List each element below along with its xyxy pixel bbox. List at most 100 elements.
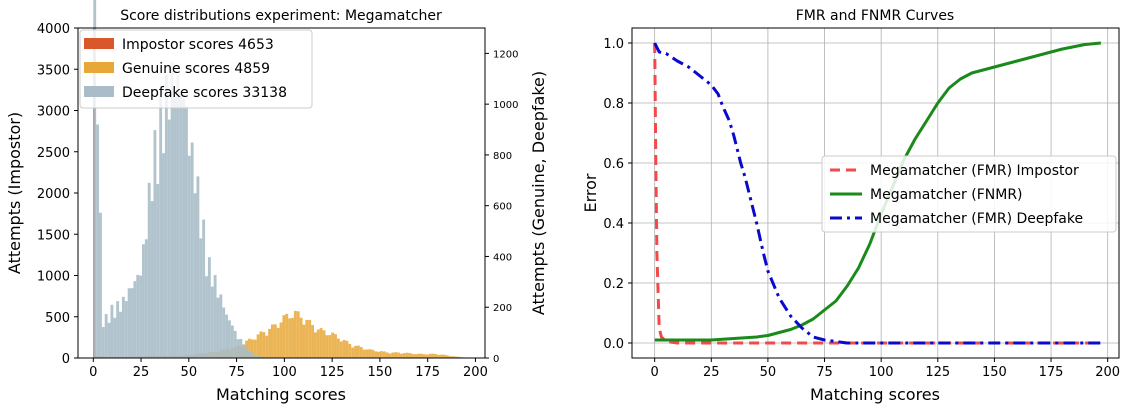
deepfake-bar [179, 91, 183, 359]
left-chart: 0 25 50 75 100 125 150 175 200050010001500200025… [5, 0, 548, 404]
right-chart-title: FMR and FNMR Curves [796, 8, 954, 24]
left-legend-box [79, 29, 313, 109]
right-legend: Megamatcher (FMR) Impostor Megamatcher (F… [821, 155, 1117, 233]
right-y-tick-label: 0.4 [603, 217, 624, 232]
genuine-bar [420, 353, 423, 358]
right-y-tick-label: 600 [493, 202, 512, 213]
deepfake-bar [136, 274, 140, 358]
genuine-bar [336, 338, 340, 358]
left-x-tick-label: 150 [367, 365, 392, 380]
deepfake-bar [233, 330, 237, 358]
right-y-tick-label: 1000 [493, 100, 518, 111]
genuine-bar [405, 352, 409, 358]
genuine-bar [285, 313, 289, 358]
genuine-bar [388, 353, 392, 358]
right-y-tick-label: 1200 [493, 49, 518, 60]
genuine-bar [417, 353, 421, 358]
right-y-tick-label: 200 [493, 303, 512, 314]
genuine-bar [379, 351, 383, 358]
genuine-bar [348, 343, 352, 358]
left-x-tick-label: 25 [133, 365, 150, 380]
right-y-tick-label: 0 [493, 354, 499, 365]
deepfake-bar [116, 301, 120, 358]
deepfake-bar [216, 297, 220, 358]
genuine-bar [259, 331, 263, 358]
genuine-bar [408, 353, 412, 358]
deepfake-bar [153, 130, 157, 358]
deepfake-bar [139, 275, 143, 358]
deepfake-bar [222, 307, 226, 358]
right-y-tick-label: 400 [493, 252, 512, 263]
right-x-tick-label: 50 [760, 365, 777, 380]
genuine-bar [250, 339, 254, 358]
deepfake-bar [187, 155, 191, 358]
genuine-bar [328, 335, 332, 358]
genuine-bar [351, 347, 355, 358]
genuine-bar [319, 328, 323, 358]
deepfake-bar [107, 322, 111, 358]
genuine-bar [313, 332, 317, 358]
series-line-2 [653, 42, 1101, 345]
right-y-axis-label: Attempts (Genuine, Deepfake) [529, 71, 548, 315]
genuine-bar [431, 353, 435, 358]
right-tick-labels: 0 25 50 75 100 125 150 175 200 0.0 0.2 0.4 0.6 0.8 1.0 [603, 37, 1120, 380]
genuine-bar [402, 353, 406, 358]
genuine-bar [365, 349, 369, 358]
genuine-bar [362, 349, 366, 358]
genuine-bar [331, 332, 335, 358]
left-x-tick-label: 200 [463, 365, 488, 380]
genuine-bar [354, 345, 357, 358]
genuine-bar [382, 351, 386, 358]
deepfake-bar [185, 106, 188, 358]
deepfake-bar [147, 182, 151, 358]
impostor-histogram [93, 28, 96, 358]
genuine-bar [316, 329, 320, 358]
deepfake-bar [167, 119, 171, 358]
deepfake-bar [196, 176, 200, 358]
genuine-bar [414, 354, 418, 358]
genuine-bar [377, 351, 380, 358]
left-legend: Impostor scores 4653 Genuine scores 4859 D… [79, 29, 313, 109]
genuine-bar [385, 352, 389, 358]
genuine-bar [442, 354, 446, 358]
deepfake-bar [242, 345, 246, 358]
genuine-bar [282, 315, 286, 358]
genuine-bar [422, 354, 426, 358]
left-y-tick-label: 3000 [37, 105, 70, 120]
left-y-tick-label: 3500 [37, 63, 70, 78]
genuine-bar [359, 347, 363, 358]
left-chart-title: Score distributions experiment: Megamatc… [120, 8, 442, 24]
genuine-bar [262, 332, 266, 358]
deepfake-bar [225, 314, 228, 358]
genuine-bar [394, 352, 398, 358]
right-x-tick-label: 100 [869, 365, 894, 380]
deepfake-bar [124, 301, 128, 358]
left-x-tick-label: 75 [228, 365, 245, 380]
deepfake-bar [236, 339, 240, 358]
genuine-bar [342, 339, 346, 358]
deepfake-bar [219, 294, 223, 358]
legend-swatch-0 [84, 38, 114, 49]
deepfake-bar [142, 244, 145, 358]
genuine-bar [368, 349, 372, 358]
genuine-bar [334, 334, 337, 358]
genuine-bar [279, 322, 283, 358]
deepfake-bar [190, 142, 194, 358]
genuine-bar [302, 324, 306, 358]
genuine-bar [253, 339, 257, 358]
deepfake-bar [256, 355, 260, 358]
deepfake-bar [210, 286, 214, 358]
deepfake-bar [205, 276, 208, 358]
deepfake-bar [164, 74, 168, 358]
genuine-bar [248, 338, 251, 358]
legend-label-0: Impostor scores 4653 [122, 37, 274, 53]
right-y-tick-label: 1.0 [603, 37, 624, 52]
right-x-tick-label: 25 [703, 365, 720, 380]
deepfake-bar [239, 338, 243, 358]
right-chart: 0 25 50 75 100 125 150 175 200 0.0 0.2 0.4 0.6 0.8 1.0… [581, 8, 1120, 404]
right-legend-label-2: Megamatcher (FMR) Deepfake [870, 211, 1083, 227]
genuine-bar [305, 319, 309, 358]
genuine-bar [256, 334, 260, 358]
left-y-tick-label: 2000 [37, 187, 70, 202]
deepfake-bar [245, 346, 249, 358]
